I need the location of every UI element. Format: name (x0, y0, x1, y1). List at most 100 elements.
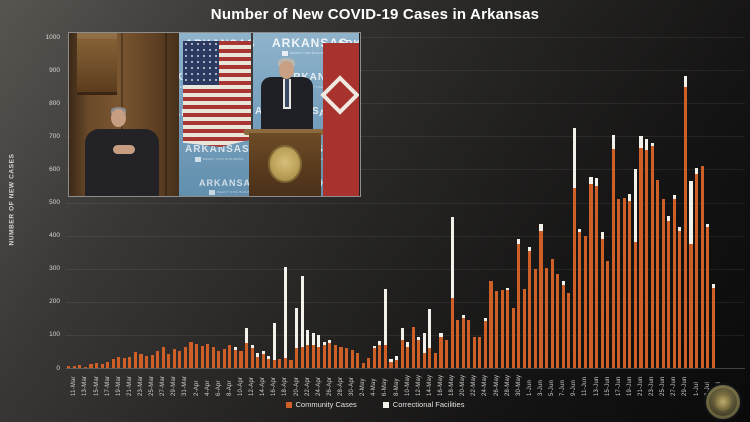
bar-community (644, 150, 649, 368)
bar-correctional (317, 334, 321, 348)
x-tick-label: 28-May (504, 374, 511, 396)
x-tick-label: 20-May (460, 374, 467, 396)
bar-community (544, 268, 549, 368)
x-tick-label: 18-Apr (282, 376, 289, 396)
bar-community (244, 343, 249, 368)
bar-group (317, 334, 321, 368)
bar-correctional (328, 339, 332, 344)
bar-group (683, 75, 688, 368)
bar-community (667, 220, 671, 368)
bar-correctional (300, 276, 304, 347)
bar-group (278, 358, 282, 368)
bar-community (489, 280, 493, 368)
governor-head (279, 61, 294, 79)
bar-community (583, 235, 588, 368)
x-tick-label: 10-Apr (237, 376, 244, 396)
bar-group (183, 347, 188, 368)
bar-group (656, 180, 660, 368)
bar-community (317, 347, 321, 368)
x-tick-label: 16-Apr (271, 376, 278, 396)
bar-group (467, 319, 471, 368)
bar-group (583, 235, 588, 368)
bar-correctional (628, 193, 632, 201)
bar-community (556, 273, 560, 368)
x-tick-label: 27-Mar (160, 375, 167, 396)
x-tick-label: 8-May (393, 378, 400, 396)
x-tick-label: 4-May (371, 378, 378, 396)
bar-group (511, 307, 515, 368)
bar-group (339, 346, 343, 368)
bar-correctional (683, 75, 688, 88)
bar-correctional (261, 351, 265, 355)
x-tick-label: 11-Mar (71, 376, 78, 396)
bar-community (83, 366, 88, 368)
bar-community (100, 364, 104, 368)
y-axis-title: NUMBER OF NEW CASES (8, 153, 16, 246)
bar-community (361, 363, 365, 368)
bar-community (67, 366, 71, 368)
bar-community (367, 358, 371, 368)
x-tick-label: 19-Mar (115, 375, 122, 396)
bar-correctional (667, 215, 671, 221)
x-tick-label: 5-Jun (549, 379, 556, 396)
podium-top (244, 129, 326, 135)
bar-community (461, 318, 465, 368)
bar-community (350, 349, 354, 368)
bar-community (550, 258, 554, 368)
x-tick-label: 22-Apr (304, 376, 311, 396)
gridline (66, 202, 745, 204)
bar-group (461, 314, 465, 368)
us-flag (183, 41, 251, 147)
bar-correctional (256, 352, 260, 358)
bar-community (611, 148, 615, 368)
gridline (66, 301, 745, 303)
bar-community (656, 180, 660, 368)
bar-group (83, 366, 88, 368)
bar-group (556, 273, 560, 368)
x-tick-label: 4-Apr (204, 380, 211, 396)
bar-group (489, 280, 493, 368)
arkansas-flag (320, 43, 360, 196)
bar-group (72, 366, 76, 368)
bar-correctional (694, 168, 699, 175)
bar-group (289, 359, 293, 368)
x-tick-label: 30-Apr (349, 376, 356, 396)
bar-community (117, 356, 121, 368)
bar-community (178, 350, 182, 368)
bar-community (478, 336, 482, 368)
bar-community (206, 344, 210, 368)
bar-correctional (561, 281, 565, 286)
x-tick-label: 13-Jun (593, 376, 600, 396)
bar-community (172, 348, 176, 368)
bar-correctional (439, 333, 443, 337)
bar-correctional (706, 224, 710, 228)
bar-community (511, 307, 515, 368)
bar-group (639, 136, 643, 368)
bar-correctional (417, 336, 421, 340)
bar-community (494, 291, 499, 368)
bar-community (594, 185, 599, 368)
bar-community (400, 339, 404, 368)
bar-group (94, 363, 99, 368)
community-cases-swatch (285, 401, 292, 408)
bar-community (483, 321, 488, 368)
bar-community (517, 243, 521, 368)
bar-community (706, 227, 710, 368)
gridline (66, 136, 745, 138)
x-tick-label: 6-Apr (215, 380, 222, 396)
gridline (66, 70, 745, 72)
x-tick-label: 26-May (493, 374, 500, 396)
bar-community (294, 348, 299, 368)
bar-group (244, 328, 249, 368)
bar-group (494, 291, 499, 368)
x-tick-label: 15-Jun (604, 376, 611, 396)
bar-correctional (250, 344, 254, 349)
bar-community (417, 339, 421, 368)
backdrop-arkansas-text: ARKANSAS (185, 144, 250, 155)
bar-correctional (428, 309, 432, 349)
bar-group (517, 238, 521, 368)
bar-community (561, 285, 565, 368)
bar-correctional (461, 314, 465, 319)
bar-correctional (689, 181, 693, 244)
backdrop-subtext: READY FOR BUSINESS (217, 190, 258, 194)
